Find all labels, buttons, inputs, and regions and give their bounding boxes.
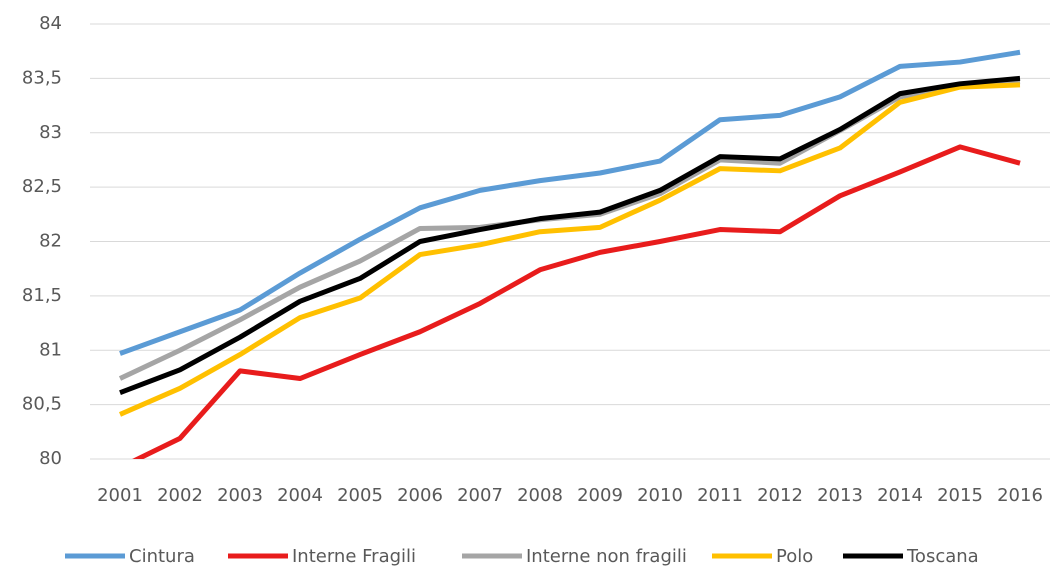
x-tick-label: 2016 (997, 485, 1043, 506)
plot-area (118, 49, 1021, 459)
y-tick-label: 81 (39, 339, 62, 360)
legend-label: Toscana (906, 546, 979, 567)
x-tick-label: 2001 (97, 485, 143, 506)
line (119, 75, 1021, 395)
line (119, 82, 1021, 417)
x-tick-label: 2011 (697, 485, 743, 506)
x-tick-label: 2007 (457, 485, 503, 506)
x-tick-label: 2006 (397, 485, 443, 506)
x-tick-label: 2010 (637, 485, 683, 506)
y-tick-label: 80,5 (22, 394, 62, 415)
y-tick-label: 83,5 (22, 67, 62, 88)
x-tick-label: 2004 (277, 485, 323, 506)
x-tick-label: 2014 (877, 485, 923, 506)
legend-label: Cintura (129, 546, 195, 567)
legend-label: Interne non fragili (526, 546, 687, 567)
y-tick-label: 80 (39, 448, 62, 469)
y-tick-label: 82 (39, 231, 62, 252)
y-tick-label: 81,5 (22, 285, 62, 306)
y-tick-label: 84 (39, 13, 62, 34)
line (119, 49, 1021, 356)
x-tick-label: 2009 (577, 485, 623, 506)
legend-label: Interne Fragili (292, 546, 416, 567)
y-tick-label: 82,5 (22, 176, 62, 197)
y-tick-label: 83 (39, 122, 62, 143)
x-tick-label: 2005 (337, 485, 383, 506)
line (132, 144, 1021, 459)
x-tick-label: 2003 (217, 485, 263, 506)
x-tick-label: 2015 (937, 485, 983, 506)
legend-label: Polo (776, 546, 813, 567)
x-tick-label: 2012 (757, 485, 803, 506)
x-tick-label: 2013 (817, 485, 863, 506)
x-tick-label: 2002 (157, 485, 203, 506)
x-tick-label: 2008 (517, 485, 563, 506)
